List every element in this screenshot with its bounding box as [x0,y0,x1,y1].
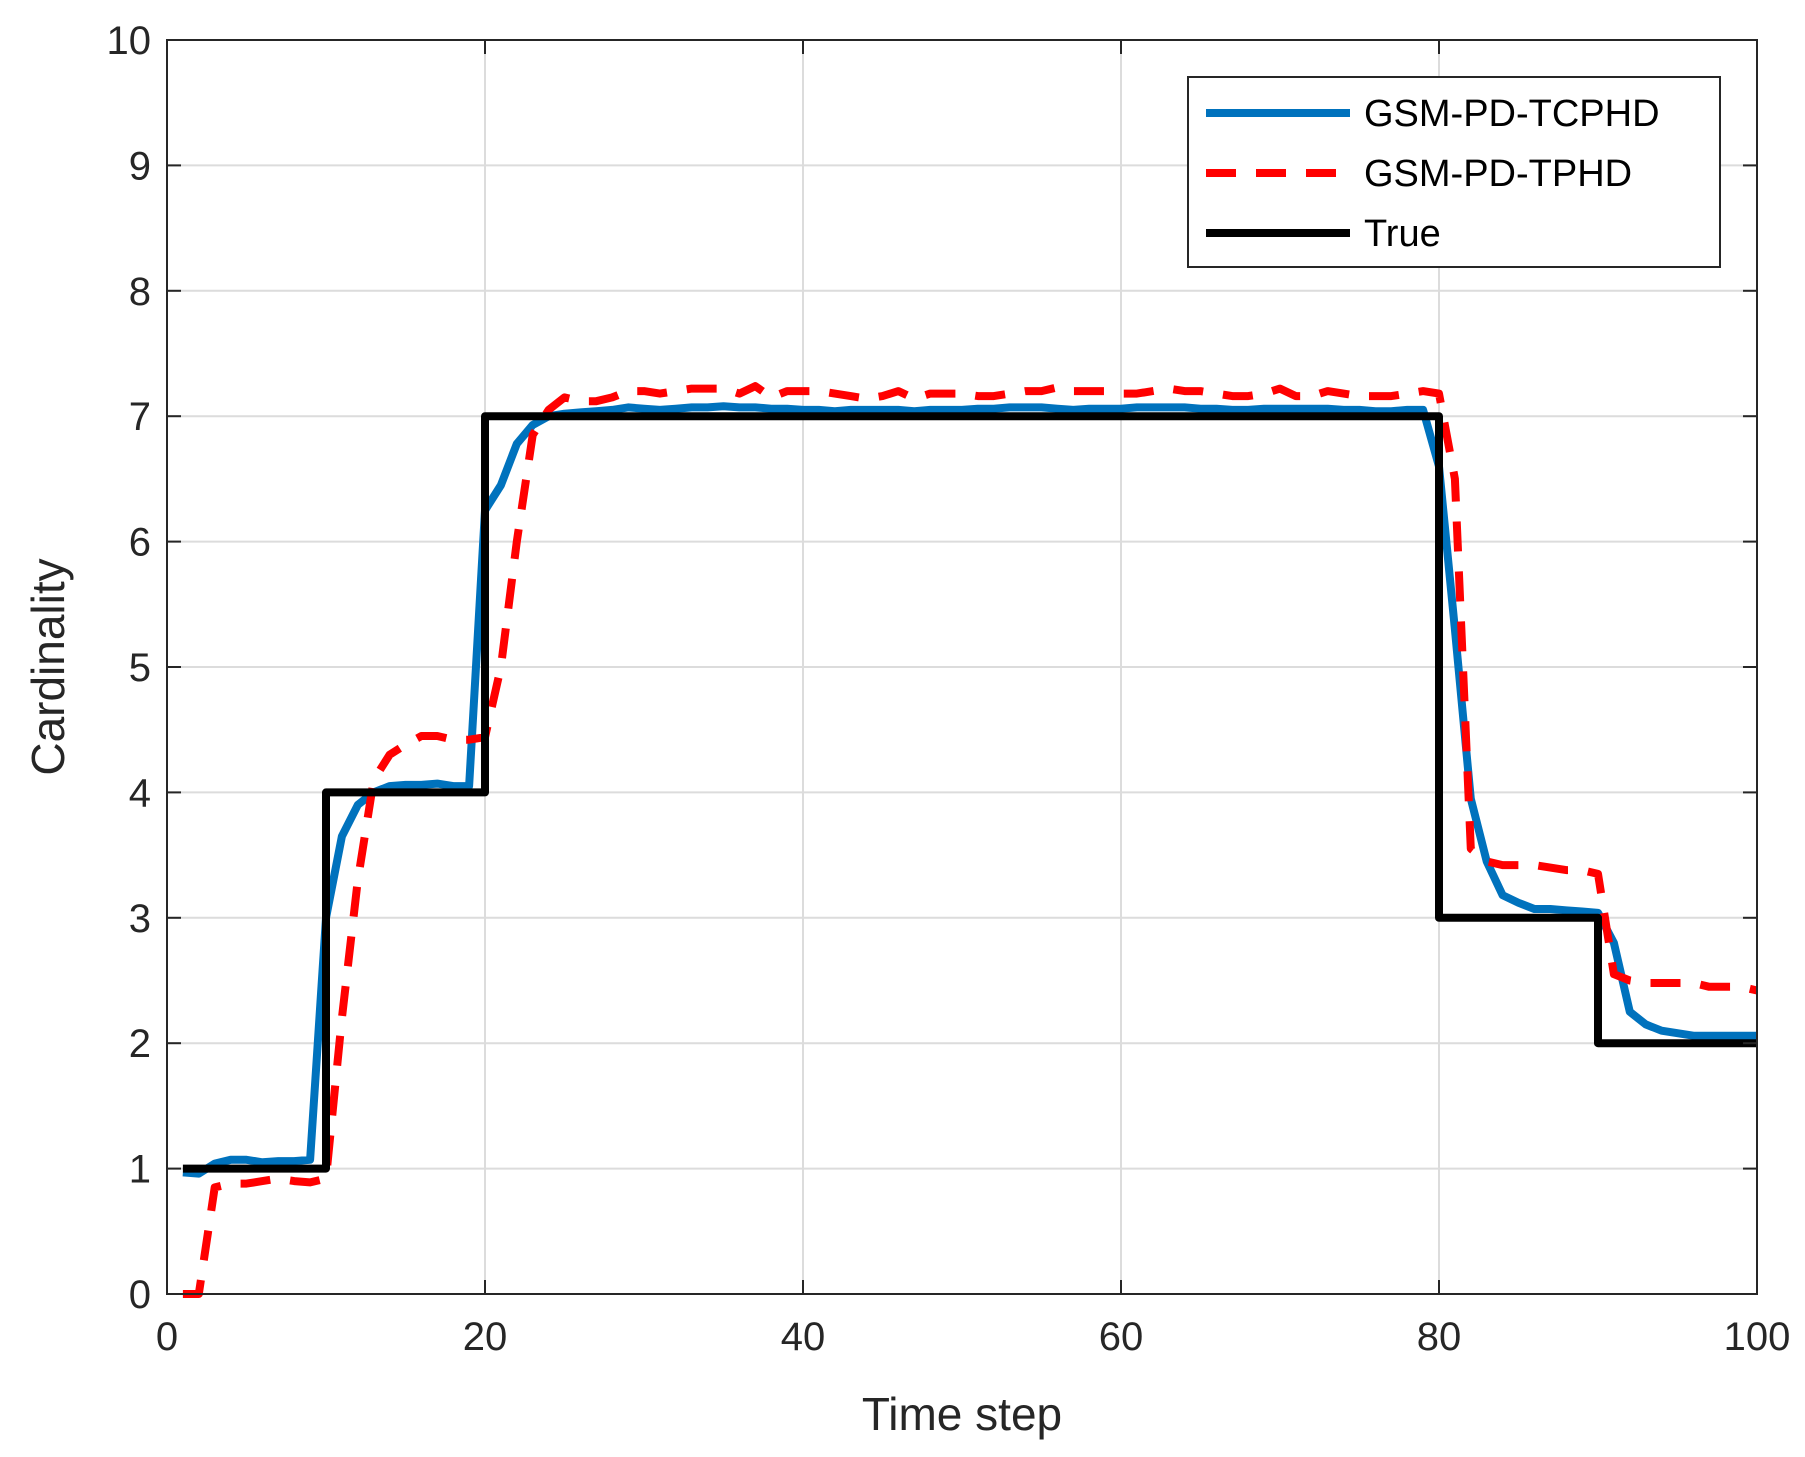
y-tick-label: 1 [129,1148,151,1192]
x-axis-title: Time step [862,1388,1062,1440]
legend: GSM-PD-TCPHD GSM-PD-TPHD True [1187,76,1721,268]
x-tick-label: 40 [781,1315,826,1359]
y-tick-label: 9 [129,144,151,188]
x-tick-label: 80 [1417,1315,1462,1359]
legend-label: True [1364,213,1441,255]
y-tick-label: 5 [129,646,151,690]
x-tick-label: 20 [463,1315,508,1359]
ticks: 0 20 40 60 80 100 0 1 2 3 4 5 6 7 8 9 10 [107,19,1791,1359]
y-tick-label: 3 [129,897,151,941]
legend-label: GSM-PD-TCPHD [1364,93,1660,135]
legend-label: GSM-PD-TPHD [1364,153,1632,195]
series-layer [182,382,1758,1298]
y-tick-label: 10 [107,19,152,63]
y-tick-label: 8 [129,270,151,314]
series-line-gsm-pd-tcphd [182,402,1757,1178]
series-line-gsm-pd-tphd [182,382,1758,1298]
y-tick-label: 7 [129,395,151,439]
y-tick-label: 6 [129,521,151,565]
y-tick-label: 4 [129,771,151,815]
y-tick-label: 2 [129,1022,151,1066]
series-line-true [182,412,1757,1173]
x-tick-label: 0 [156,1315,178,1359]
x-tick-label: 100 [1724,1315,1791,1359]
y-axis-title: Cardinality [22,558,74,775]
x-tick-label: 60 [1099,1315,1144,1359]
y-tick-label: 0 [129,1273,151,1317]
